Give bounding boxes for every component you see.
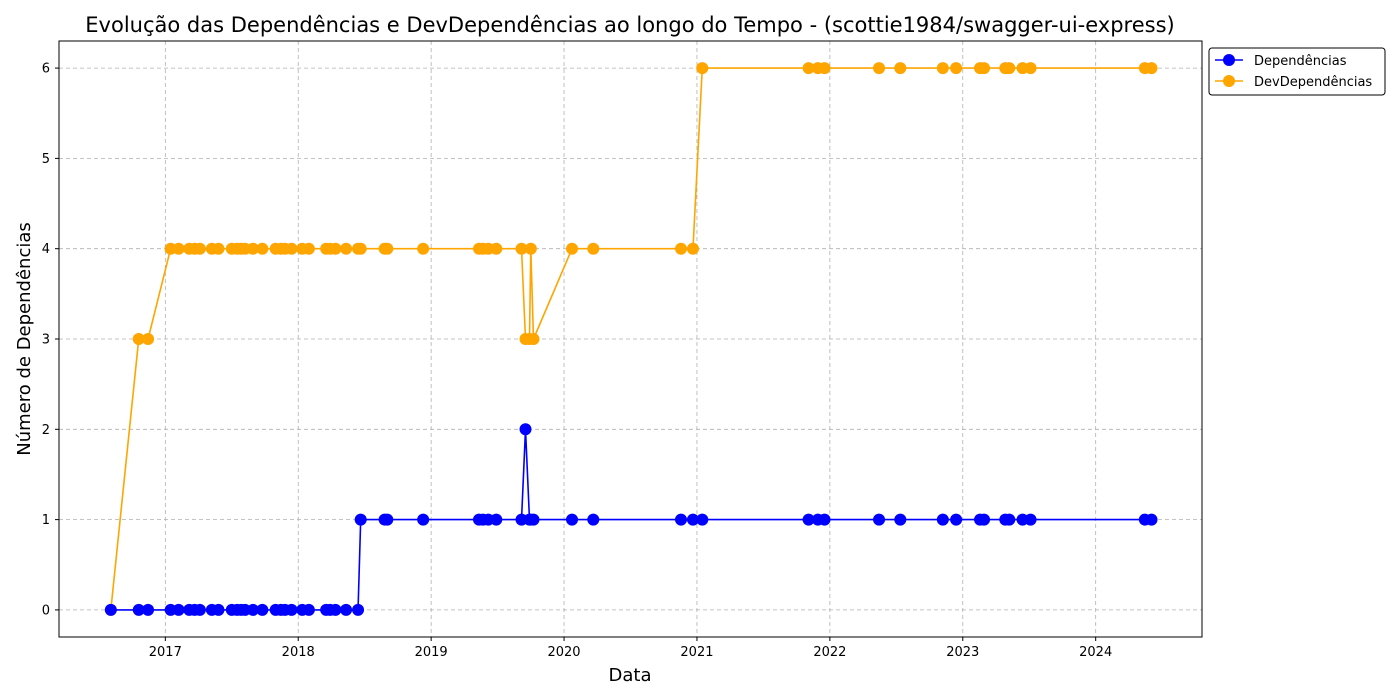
y-tick-label: 1 bbox=[42, 513, 50, 528]
data-point-dependencias bbox=[352, 603, 365, 616]
data-point-dependencias bbox=[247, 603, 260, 616]
legend-marker-devdependencias bbox=[1223, 75, 1235, 87]
data-point-devdependencias bbox=[1003, 62, 1016, 75]
data-point-devdependencias bbox=[340, 242, 353, 255]
data-point-dependencias bbox=[193, 603, 206, 616]
data-point-dependencias bbox=[104, 603, 117, 616]
data-point-dependencias bbox=[587, 513, 600, 526]
x-tick-label: 2020 bbox=[547, 645, 580, 660]
data-point-devdependencias bbox=[417, 242, 430, 255]
data-point-dependencias bbox=[142, 603, 155, 616]
data-point-dependencias bbox=[527, 513, 540, 526]
data-point-dependencias bbox=[490, 513, 503, 526]
data-point-dependencias bbox=[936, 513, 949, 526]
data-point-dependencias bbox=[285, 603, 298, 616]
data-point-dependencias bbox=[686, 513, 699, 526]
data-point-dependencias bbox=[802, 513, 815, 526]
data-point-dependencias bbox=[696, 513, 709, 526]
data-point-devdependencias bbox=[566, 242, 579, 255]
x-tick-label: 2023 bbox=[946, 645, 979, 660]
series-dependencias bbox=[104, 423, 1158, 616]
data-point-devdependencias bbox=[490, 242, 503, 255]
data-point-dependencias bbox=[302, 603, 315, 616]
legend-box bbox=[1208, 47, 1386, 96]
data-point-dependencias bbox=[1003, 513, 1016, 526]
x-tick-label: 2019 bbox=[415, 645, 448, 660]
data-point-devdependencias bbox=[587, 242, 600, 255]
data-point-devdependencias bbox=[696, 62, 709, 75]
data-point-dependencias bbox=[978, 513, 991, 526]
data-point-dependencias bbox=[1145, 513, 1158, 526]
data-point-devdependencias bbox=[527, 333, 540, 345]
data-point-devdependencias bbox=[936, 62, 949, 75]
data-point-dependencias bbox=[212, 603, 225, 616]
data-point-dependencias bbox=[381, 513, 394, 526]
x-tick-label: 2024 bbox=[1079, 645, 1112, 660]
tick-layer: 2017 2018 2019 2020 2021 2022 2023 2024 0 1 2 3 4 5 6 bbox=[42, 62, 1113, 660]
data-point-devdependencias bbox=[329, 242, 342, 255]
data-point-dependencias bbox=[340, 603, 353, 616]
data-point-dependencias bbox=[354, 513, 367, 526]
data-point-dependencias bbox=[1024, 513, 1037, 526]
data-point-devdependencias bbox=[193, 242, 206, 255]
chart-title: Evolução das Dependências e DevDependênc… bbox=[85, 13, 1174, 37]
data-point-devdependencias bbox=[686, 242, 699, 255]
y-axis-label: Número de Dependências bbox=[14, 222, 35, 456]
data-point-devdependencias bbox=[675, 242, 688, 255]
x-tick-label: 2022 bbox=[813, 645, 846, 660]
data-point-dependencias bbox=[519, 423, 532, 436]
data-point-dependencias bbox=[329, 603, 342, 616]
data-point-devdependencias bbox=[524, 242, 537, 255]
data-point-devdependencias bbox=[302, 242, 315, 255]
data-point-dependencias bbox=[172, 603, 185, 616]
data-point-dependencias bbox=[818, 513, 831, 526]
data-point-devdependencias bbox=[354, 242, 367, 255]
x-tick-label: 2018 bbox=[282, 645, 315, 660]
data-point-devdependencias bbox=[950, 62, 963, 75]
data-point-dependencias bbox=[417, 513, 430, 526]
data-point-devdependencias bbox=[1145, 62, 1158, 75]
series-devdependencias bbox=[104, 62, 1158, 616]
data-point-dependencias bbox=[873, 513, 886, 526]
y-tick-label: 6 bbox=[42, 62, 50, 77]
data-point-devdependencias bbox=[873, 62, 886, 75]
legend-label-dependencias: Dependências bbox=[1254, 54, 1347, 69]
data-point-devdependencias bbox=[818, 62, 831, 75]
data-point-devdependencias bbox=[978, 62, 991, 75]
data-point-devdependencias bbox=[285, 242, 298, 255]
y-tick-label: 0 bbox=[42, 603, 50, 618]
data-point-dependencias bbox=[256, 603, 269, 616]
data-point-devdependencias bbox=[212, 242, 225, 255]
y-tick-label: 3 bbox=[42, 333, 50, 348]
y-tick-label: 4 bbox=[42, 242, 50, 257]
series-layer bbox=[104, 62, 1158, 616]
x-axis-label: Data bbox=[609, 665, 652, 686]
x-tick-label: 2017 bbox=[149, 645, 182, 660]
data-point-devdependencias bbox=[515, 242, 528, 255]
data-point-devdependencias bbox=[802, 62, 815, 75]
y-tick-label: 2 bbox=[42, 423, 50, 438]
data-point-devdependencias bbox=[247, 242, 260, 255]
data-point-dependencias bbox=[566, 513, 579, 526]
data-point-dependencias bbox=[894, 513, 907, 526]
legend-marker-dependencias bbox=[1223, 54, 1235, 66]
data-point-dependencias bbox=[132, 603, 145, 616]
data-point-dependencias bbox=[950, 513, 963, 526]
data-point-devdependencias bbox=[132, 333, 145, 345]
legend: Dependências DevDependências bbox=[1208, 47, 1386, 96]
legend-label-devdependencias: DevDependências bbox=[1254, 75, 1372, 90]
x-tick-label: 2021 bbox=[680, 645, 713, 660]
data-point-dependencias bbox=[675, 513, 688, 526]
data-point-devdependencias bbox=[256, 242, 269, 255]
y-tick-label: 5 bbox=[42, 152, 50, 167]
data-point-devdependencias bbox=[381, 242, 394, 255]
data-point-devdependencias bbox=[1024, 62, 1037, 75]
data-point-devdependencias bbox=[894, 62, 907, 75]
data-point-devdependencias bbox=[172, 242, 185, 255]
data-point-devdependencias bbox=[142, 333, 155, 345]
